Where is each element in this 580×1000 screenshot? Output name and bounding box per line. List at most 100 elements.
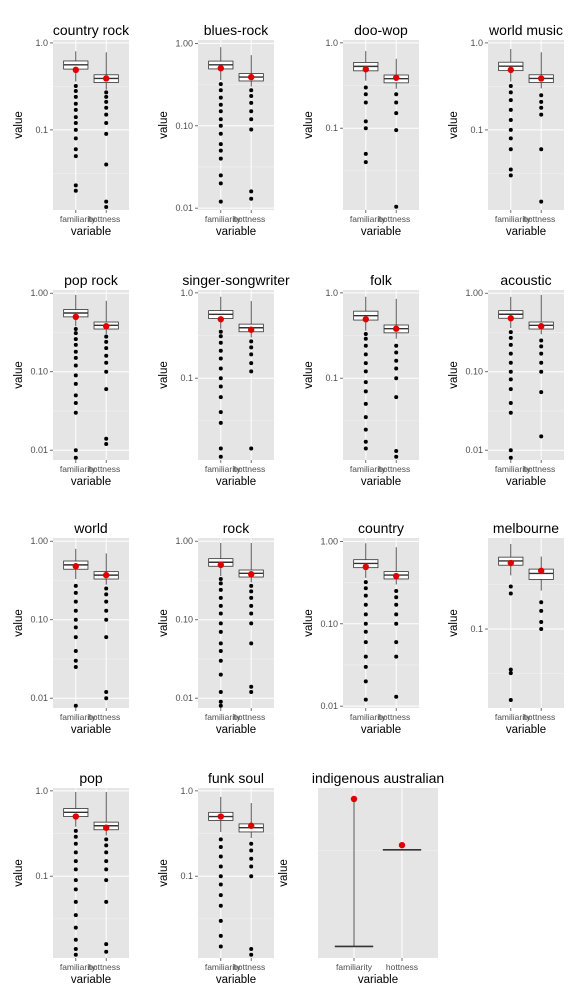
outlier-point: [73, 101, 78, 106]
x-tick-label: hottness: [523, 712, 555, 722]
y-tick-label: 0.10: [320, 619, 338, 629]
outlier-point: [73, 599, 78, 604]
outlier-point: [508, 173, 513, 178]
x-axis-title: variable: [361, 724, 401, 736]
outlier-point: [363, 602, 368, 607]
mean-point: [538, 567, 545, 574]
outlier-point: [218, 366, 223, 371]
outlier-point: [73, 83, 78, 88]
outlier-point: [394, 366, 399, 371]
outlier-point: [249, 947, 254, 952]
x-axis-title: variable: [216, 974, 256, 986]
outlier-point: [249, 864, 254, 869]
outlier-point: [539, 93, 544, 98]
outlier-point: [218, 395, 223, 400]
outlier-point: [104, 99, 109, 104]
mean-point: [217, 561, 224, 569]
x-tick-label: hottness: [88, 214, 120, 224]
outlier-point: [73, 952, 78, 957]
y-tick-label: 0.01: [465, 445, 483, 455]
outlier-point: [363, 126, 368, 131]
outlier-point: [249, 339, 254, 344]
outlier-point: [249, 589, 254, 594]
outlier-point: [73, 648, 78, 653]
x-tick-label: hottness: [386, 962, 418, 972]
outlier-point: [539, 344, 544, 349]
outlier-point: [218, 334, 223, 339]
outlier-point: [508, 697, 513, 702]
outlier-point: [73, 381, 78, 386]
outlier-point: [394, 454, 399, 459]
outlier-point: [104, 599, 109, 604]
outlier-point: [249, 369, 254, 374]
outlier-point: [104, 878, 109, 883]
outlier-point: [363, 679, 368, 684]
outlier-point: [218, 348, 223, 353]
outlier-point: [539, 360, 544, 365]
chart-title: country rock: [53, 22, 130, 38]
box-familiarity: [63, 548, 89, 708]
chart-panel-15: familiarity hottness indigenous australian…: [278, 770, 444, 986]
y-axis-title: value: [13, 609, 25, 637]
mean-point: [393, 74, 400, 81]
chart-title: pop: [79, 770, 103, 786]
y-axis-title: value: [158, 111, 170, 139]
outlier-point: [508, 671, 513, 676]
mean-point: [507, 66, 514, 74]
y-tick-label: 1.00: [175, 38, 193, 48]
y-tick-label: 1.0: [35, 38, 48, 48]
outlier-point: [104, 837, 109, 842]
outlier-point: [363, 427, 368, 432]
box-familiarity: [63, 294, 89, 460]
outlier-point: [73, 878, 78, 883]
x-axis-title: variable: [361, 226, 401, 238]
outlier-point: [394, 358, 399, 363]
outlier-point: [363, 640, 368, 645]
chart-title: blues-rock: [204, 22, 270, 38]
outlier-point: [73, 400, 78, 405]
outlier-point: [249, 100, 254, 105]
y-tick-label: 0.10: [175, 121, 193, 131]
outlier-point: [73, 834, 78, 839]
outlier-point: [363, 415, 368, 420]
x-tick-label: familiarity: [205, 214, 242, 224]
outlier-point: [249, 345, 254, 350]
outlier-point: [73, 590, 78, 595]
y-tick-label: 0.01: [30, 693, 48, 703]
box-familiarity: [208, 796, 234, 949]
mean-point: [362, 316, 369, 323]
outlier-point: [73, 899, 78, 904]
outlier-point: [363, 593, 368, 598]
box-familiarity: [498, 296, 524, 460]
outlier-point: [104, 949, 109, 954]
outlier-point: [73, 937, 78, 942]
outlier-point: [249, 189, 254, 194]
box-hottness: [238, 301, 264, 451]
mean-point: [103, 824, 110, 831]
outlier-point: [73, 107, 78, 112]
outlier-point: [218, 340, 223, 345]
outlier-point: [218, 577, 223, 582]
outlier-point: [363, 361, 368, 366]
x-axis-title: variable: [216, 476, 256, 488]
outlier-point: [104, 899, 109, 904]
y-tick-label: 0.1: [35, 125, 48, 135]
mean-point: [393, 325, 400, 332]
y-tick-label: 0.01: [175, 203, 193, 213]
chart-title: melbourne: [493, 520, 559, 536]
y-tick-label: 1.0: [180, 288, 193, 298]
outlier-point: [73, 331, 78, 336]
outlier-point: [218, 88, 223, 93]
outlier-point: [249, 595, 254, 600]
outlier-point: [73, 925, 78, 930]
box-familiarity: [208, 47, 234, 204]
chart-title: funk soul: [208, 770, 264, 786]
outlier-point: [539, 619, 544, 624]
box-familiarity: [353, 51, 379, 165]
outlier-point: [539, 99, 544, 104]
outlier-point: [394, 589, 399, 594]
outlier-point: [218, 181, 223, 186]
y-tick-label: 0.1: [325, 123, 338, 133]
